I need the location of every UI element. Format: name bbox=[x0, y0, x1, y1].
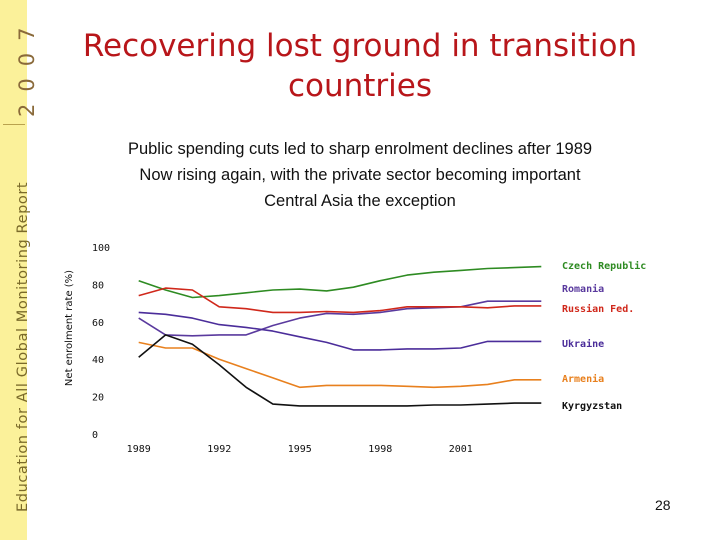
slide-subtitle: Public spending cuts led to sharp enrolm… bbox=[60, 136, 660, 214]
sidebar-divider bbox=[3, 124, 25, 125]
y-axis-label: Net enrolment rate (%) bbox=[64, 270, 75, 386]
y-tick-label: 100 bbox=[92, 243, 110, 254]
y-tick-label: 20 bbox=[92, 393, 104, 404]
slide-title: Recovering lost ground in transition cou… bbox=[82, 28, 638, 104]
page-number: 28 bbox=[655, 497, 671, 513]
y-tick-label: 60 bbox=[92, 318, 104, 329]
series-label: Czech Republic bbox=[562, 260, 646, 272]
subtitle-line-3: Central Asia the exception bbox=[264, 192, 456, 210]
series-line-russian-fed bbox=[138, 287, 542, 314]
series-label: Russian Fed. bbox=[562, 303, 634, 315]
report-sidebar: Education for All Global Monitoring Repo… bbox=[0, 0, 39, 540]
series-line-romania bbox=[138, 300, 542, 337]
y-tick-label: 40 bbox=[92, 355, 104, 366]
subtitle-line-2: Now rising again, with the private secto… bbox=[139, 166, 581, 184]
series-label: Kyrgyzstan bbox=[562, 401, 622, 412]
series-line-kyrgyzstan bbox=[138, 334, 542, 407]
x-tick-label: 1998 bbox=[368, 444, 392, 455]
x-tick-label: 1995 bbox=[288, 444, 312, 455]
series-label-layer: Czech Republic Romania Russian Fed. Ukraine… bbox=[562, 260, 646, 412]
series-layer bbox=[138, 265, 542, 407]
axis-layer: 0 20 40 60 80 100 1989 1992 1995 1998 2001 Net enro… bbox=[64, 243, 473, 455]
series-label: Armenia bbox=[562, 373, 604, 385]
series-line-czech-republic bbox=[138, 265, 542, 299]
series-label: Ukraine bbox=[562, 338, 604, 350]
x-tick-label: 2001 bbox=[449, 444, 473, 455]
series-label: Romania bbox=[562, 283, 604, 295]
y-tick-label: 80 bbox=[92, 280, 104, 291]
x-tick-label: 1989 bbox=[127, 444, 151, 455]
series-line-ukraine bbox=[138, 311, 542, 351]
subtitle-line-1: Public spending cuts led to sharp enrolm… bbox=[127, 140, 593, 158]
y-tick-label: 0 bbox=[92, 430, 98, 441]
x-tick-label: 1992 bbox=[207, 444, 231, 455]
